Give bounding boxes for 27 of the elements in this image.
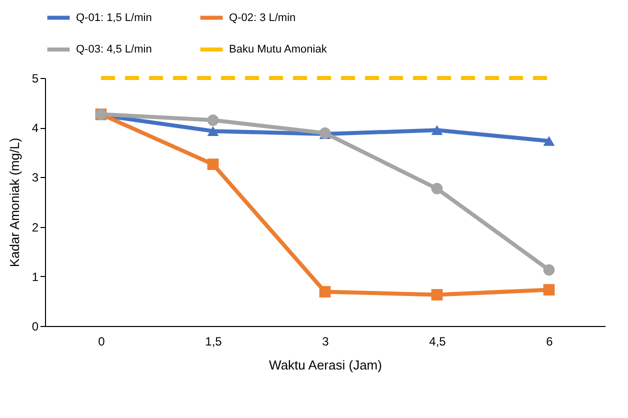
- point: [431, 289, 443, 300]
- legend-label: Baku Mutu Amoniak: [229, 44, 328, 56]
- point: [543, 284, 555, 296]
- x-tick-label: 1,5: [205, 334, 222, 348]
- y-tick-label: 1: [32, 270, 39, 284]
- point: [207, 126, 219, 136]
- y-tick-label: 2: [32, 220, 39, 234]
- point: [543, 264, 555, 276]
- y-tick-label: 5: [32, 72, 39, 86]
- x-tick-label: 3: [322, 334, 330, 348]
- point: [319, 286, 331, 298]
- y-tick-label: 4: [32, 121, 39, 136]
- y-tick-label: 3: [32, 170, 39, 185]
- x-tick-label: 4,5: [429, 334, 446, 348]
- x-tick-label: 6: [546, 334, 554, 348]
- y-axis-title: Kadar Amoniak (mg/L): [6, 138, 22, 268]
- point: [207, 114, 219, 126]
- point: [207, 158, 219, 170]
- legend-label: Q-02: 3 L/min: [229, 12, 296, 24]
- legend-label: Q-01: 1,5 L/min: [76, 12, 152, 24]
- x-tick-label: 0: [98, 334, 106, 348]
- y-tick-label: 0: [32, 320, 39, 334]
- point: [543, 136, 555, 146]
- x-axis-title: Waktu Aerasi (Jam): [269, 358, 382, 372]
- point: [431, 125, 443, 136]
- legend-label: Q-03: 4,5 L/min: [76, 44, 152, 56]
- point: [431, 182, 443, 194]
